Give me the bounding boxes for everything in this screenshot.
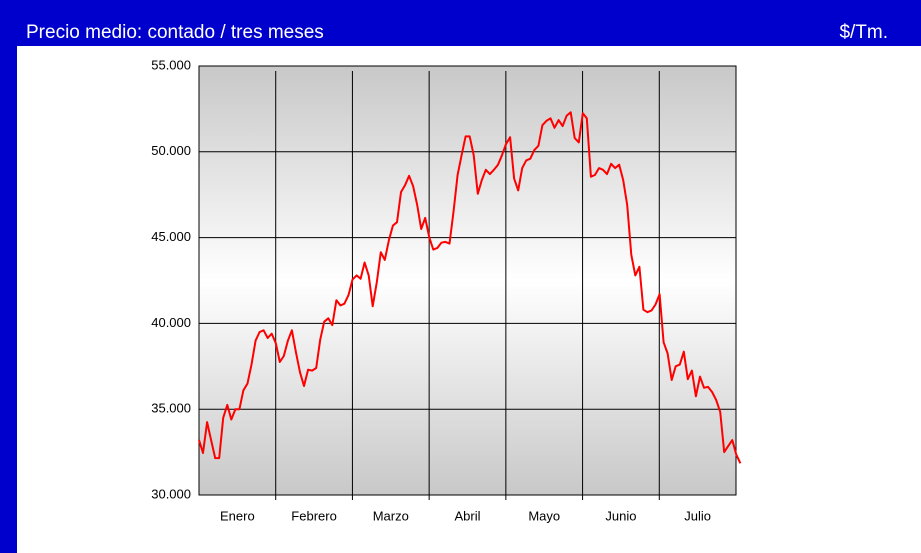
y-tick-label: 50.000 (151, 143, 191, 158)
x-tick-label: Enero (220, 508, 255, 523)
left-border (0, 0, 17, 553)
x-tick-label: Febrero (291, 508, 337, 523)
x-tick-label: Julio (684, 508, 711, 523)
price-line (198, 111, 742, 464)
y-tick-label: 45.000 (151, 229, 191, 244)
header-bar (0, 0, 921, 46)
x-tick-label: Abril (454, 508, 480, 523)
y-tick-label: 40.000 (151, 315, 191, 330)
y-tick-label: 35.000 (151, 401, 191, 416)
unit-label: $/Tm. (839, 22, 888, 43)
plot-area (198, 65, 737, 496)
chart-title: Precio medio: contado / tres meses (26, 22, 324, 43)
x-tick-label: Marzo (373, 508, 409, 523)
x-tick-label: Junio (605, 508, 636, 523)
x-tick-label: Mayo (528, 508, 560, 523)
y-tick-label: 55.000 (151, 57, 191, 72)
y-tick-label: 30.000 (151, 486, 191, 501)
